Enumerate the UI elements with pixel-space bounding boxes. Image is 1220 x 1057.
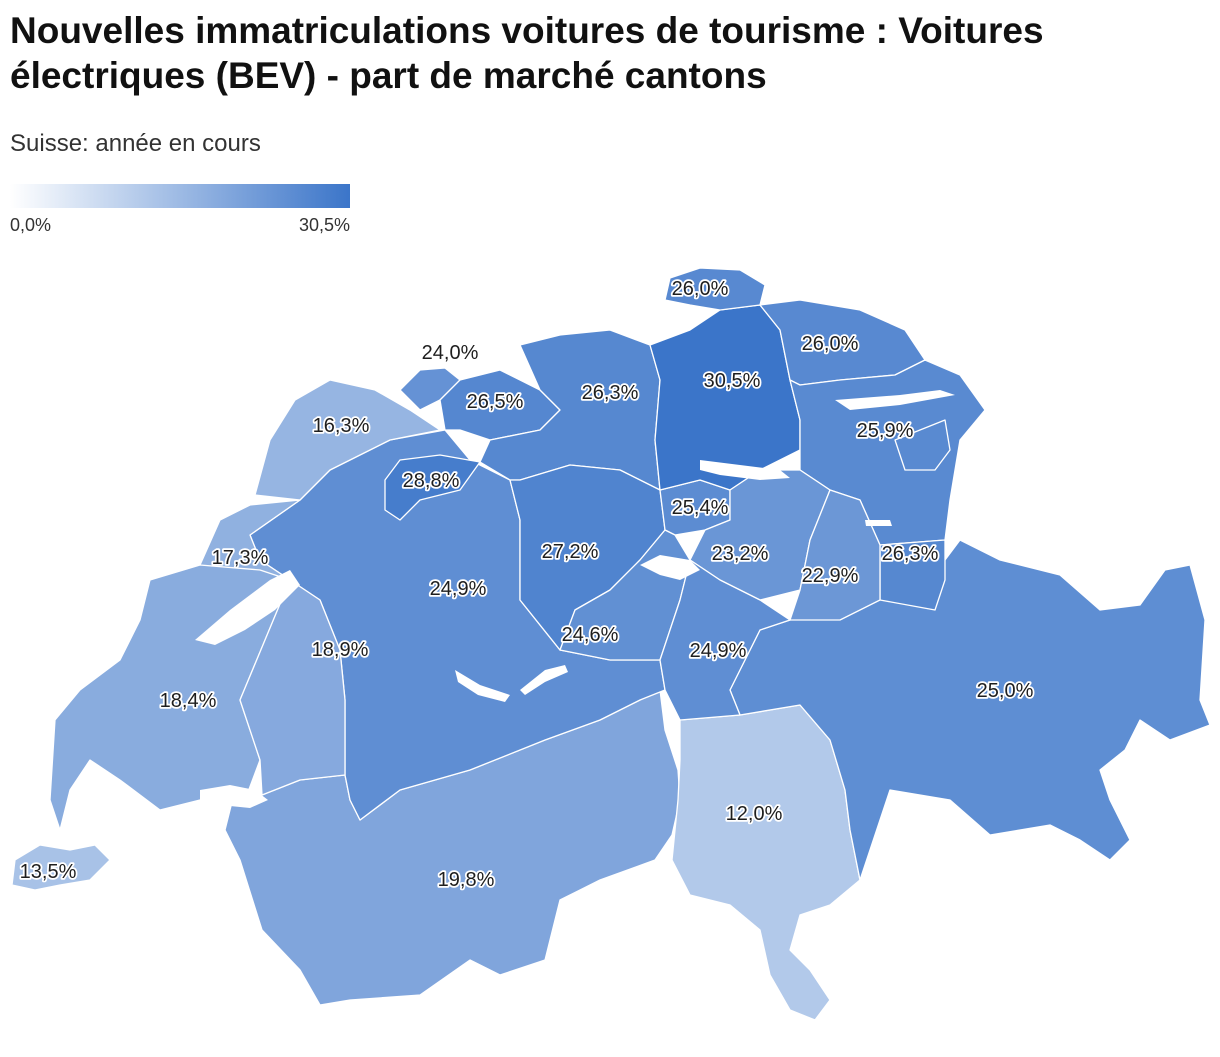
switzerland-canton-map: 26,0% 24,0% 16,3% 26,5% 26,3% 30,5% 26,0% 25,9%… bbox=[11, 267, 1211, 1021]
region-value-label: 24,0% bbox=[422, 342, 479, 364]
region-value-label: 18,4% bbox=[160, 690, 217, 712]
region-value-label: 16,3% bbox=[313, 415, 370, 437]
chart-title: Nouvelles immatriculations voitures de t… bbox=[10, 10, 1044, 96]
canton-region[interactable] bbox=[384, 454, 481, 521]
region-value-label: 26,5% bbox=[467, 391, 524, 413]
region-value-label: 13,5% bbox=[20, 861, 77, 883]
canton-region[interactable] bbox=[254, 379, 441, 501]
region-value-label: 23,2% bbox=[712, 543, 769, 565]
region-value-label: 24,9% bbox=[430, 578, 487, 600]
canton-region[interactable] bbox=[671, 704, 861, 1021]
canton-region[interactable] bbox=[729, 539, 1211, 881]
region-value-label: 26,0% bbox=[672, 278, 729, 300]
legend-gradient-bar bbox=[10, 184, 350, 208]
region-value-label: 24,9% bbox=[690, 640, 747, 662]
region-value-label: 27,2% bbox=[542, 541, 599, 563]
canton-region[interactable] bbox=[789, 359, 986, 546]
region-value-label: 24,6% bbox=[562, 624, 619, 646]
region-value-label: 25,9% bbox=[857, 420, 914, 442]
lakes bbox=[195, 390, 955, 808]
region-value-label: 17,3% bbox=[212, 547, 269, 569]
chart-subtitle: Suisse: année en cours bbox=[10, 130, 261, 157]
region-value-label: 12,0% bbox=[726, 803, 783, 825]
region-value-label: 28,8% bbox=[403, 470, 460, 492]
legend-max-label: 30,5% bbox=[298, 215, 350, 235]
canton-region[interactable] bbox=[11, 844, 111, 891]
legend-min-label: 0,0% bbox=[10, 215, 52, 235]
region-value-label: 26,3% bbox=[582, 382, 639, 404]
canton-region[interactable] bbox=[659, 559, 791, 721]
region-value-label: 25,0% bbox=[977, 680, 1034, 702]
region-value-label: 18,9% bbox=[312, 639, 369, 661]
region-value-label: 26,0% bbox=[802, 333, 859, 355]
region-value-label: 22,9% bbox=[802, 565, 859, 587]
canton-region[interactable] bbox=[239, 579, 346, 796]
canton-region[interactable] bbox=[199, 499, 301, 581]
region-value-label: 30,5% bbox=[704, 370, 761, 392]
canton-region[interactable] bbox=[789, 489, 881, 621]
region-value-label: 25,4% bbox=[672, 497, 729, 519]
canton-region[interactable] bbox=[649, 304, 801, 491]
canton-region-enclave[interactable] bbox=[894, 419, 951, 471]
region-value-label: 26,3% bbox=[882, 543, 939, 565]
color-legend: 0,0% 30,5% bbox=[10, 184, 350, 241]
region-value-label: 19,8% bbox=[438, 869, 495, 891]
